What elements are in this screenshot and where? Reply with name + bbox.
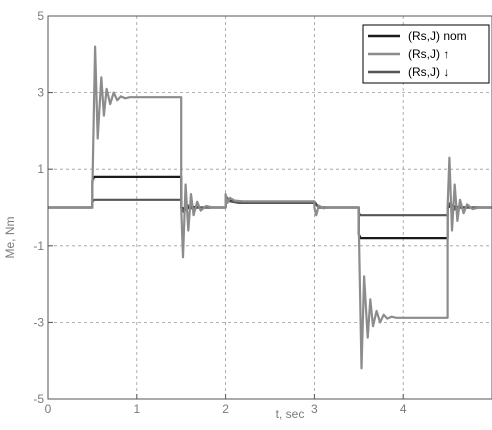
plot-frame bbox=[47, 15, 492, 400]
x-tick-label: 1 bbox=[133, 402, 140, 416]
x-axis-label: t, sec bbox=[276, 407, 305, 421]
y-tick-label: -5 bbox=[33, 392, 44, 406]
y-tick-label: -3 bbox=[33, 315, 44, 329]
x-tick-label: 3 bbox=[311, 402, 318, 416]
x-tick-label: 0 bbox=[45, 402, 52, 416]
y-tick-label: 1 bbox=[37, 162, 44, 176]
series-layer bbox=[48, 45, 492, 370]
y-tick-label: 3 bbox=[37, 86, 44, 100]
legend-label-2: (Rs,J) ↓ bbox=[408, 65, 449, 79]
tick-layer: 0 1 2 3 4 5 3 1 -1 -3 -5 bbox=[33, 9, 407, 416]
legend-label-1: (Rs,J) ↑ bbox=[408, 47, 449, 61]
legend-label-0: (Rs,J) nom bbox=[408, 29, 467, 43]
series-line-0 bbox=[48, 175, 492, 240]
legend-items: (Rs,J) nom (Rs,J) ↑ (Rs,J) ↓ bbox=[368, 29, 467, 79]
x-tick-label: 4 bbox=[400, 402, 407, 416]
series-line-1 bbox=[48, 45, 492, 370]
grid-layer bbox=[48, 16, 492, 399]
series-line-2 bbox=[48, 194, 492, 217]
y-axis-label: Me, Nm bbox=[3, 216, 17, 258]
y-tick-label: -1 bbox=[33, 239, 44, 253]
legend: (Rs,J) nom (Rs,J) ↑ (Rs,J) ↓ bbox=[362, 24, 490, 84]
x-tick-label: 2 bbox=[222, 402, 229, 416]
y-tick-label: 5 bbox=[37, 9, 44, 23]
